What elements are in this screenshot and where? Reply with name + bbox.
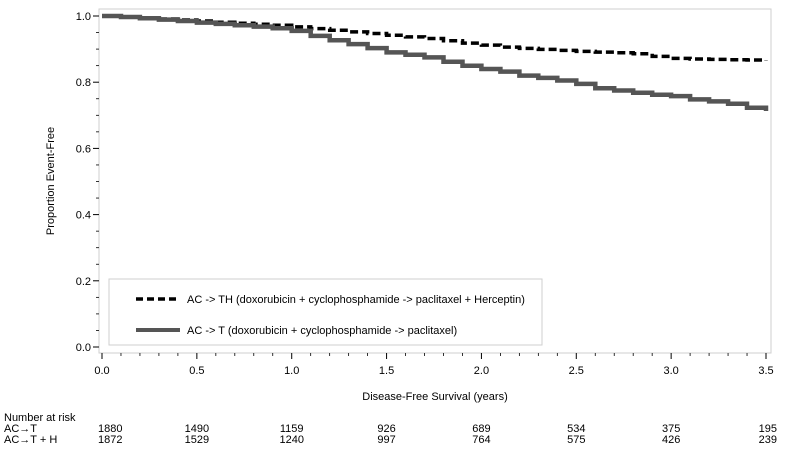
risk-value: 1159 [280,423,304,435]
risk-value: 689 [472,423,490,435]
risk-value: 534 [567,423,585,435]
risk-value: 1240 [279,434,303,446]
legend: AC -> TH (doxorubicin + cyclophosphamide… [108,278,543,346]
x-tick-label: 1.0 [284,365,299,377]
series-line-ac-t [102,13,769,111]
y-tick-label: 0.0 [76,342,91,354]
risk-table: Number at risk AC→T AC→T + H 1880 1490 115… [4,412,777,446]
risk-value: 239 [759,434,777,446]
y-tick-label: 1.0 [76,11,91,23]
y-tick-label: 0.2 [76,276,91,288]
x-axis-title: Disease-Free Survival (years) [362,391,507,403]
plot-frame [98,8,772,354]
risk-values: 1880 1490 1159 926 689 534 375 195 1872 1529 1240 9… [98,423,777,446]
axes: 0.0 0.5 1.0 1.5 2.0 2.5 3.0 3.5 0.0 0.2 0.4 0.6 0.8 1… [76,11,774,377]
series-lines [102,13,769,111]
risk-row-label-ac-t: AC→T [4,423,37,435]
legend-box [108,278,543,346]
x-tick-label: 0.5 [189,365,204,377]
risk-table-title: Number at risk [4,412,76,424]
risk-value: 195 [759,423,777,435]
risk-value: 1529 [185,434,209,446]
risk-value: 375 [662,423,680,435]
risk-value: 926 [377,423,395,435]
legend-label-ac-t: AC -> T (doxorubicin + cyclophosphamide … [187,325,457,337]
x-tick-label: 2.5 [569,365,584,377]
x-tick-label: 3.5 [758,365,773,377]
y-tick-label: 0.4 [76,210,91,222]
risk-value: 426 [662,434,680,446]
risk-row-label-ac-t-h: AC→T + H [4,434,57,446]
y-tick-label: 0.8 [76,77,91,89]
risk-value: 1872 [98,434,122,446]
x-tick-label: 3.0 [663,365,678,377]
x-tick-label: 1.5 [379,365,394,377]
y-axis-title: Proportion Event-Free [45,127,57,235]
risk-value: 764 [472,434,490,446]
x-tick-label: 0.0 [94,365,109,377]
y-tick-label: 0.6 [76,143,91,155]
x-tick-label: 2.0 [474,365,489,377]
legend-label-ac-th: AC -> TH (doxorubicin + cyclophosphamide… [187,294,525,306]
risk-value: 575 [567,434,585,446]
risk-value: 1880 [98,423,122,435]
risk-value: 1490 [185,423,209,435]
risk-value: 997 [377,434,395,446]
